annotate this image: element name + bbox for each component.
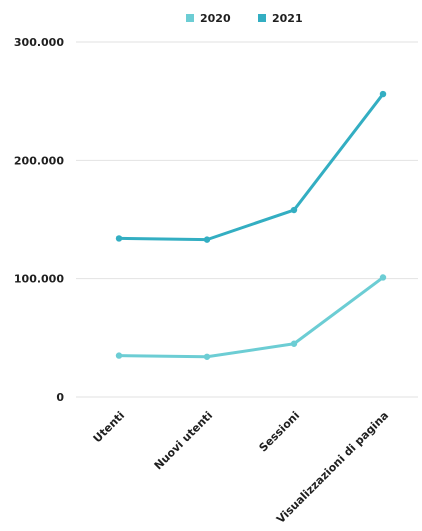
y-axis: 0 100.000 200.000 300.000	[14, 36, 64, 404]
series-group	[115, 90, 387, 360]
legend: 2020 2021	[186, 12, 303, 25]
series-line	[117, 275, 385, 359]
data-point[interactable]	[290, 340, 298, 347]
x-tick-label: Nuovi utenti	[152, 409, 215, 472]
y-tick-label: 200.000	[14, 154, 64, 167]
y-tick-label: 300.000	[14, 36, 64, 49]
data-point[interactable]	[203, 236, 211, 243]
x-tick-label: Utenti	[91, 409, 127, 445]
legend-item-2021[interactable]: 2021	[258, 12, 303, 25]
legend-swatch	[258, 14, 266, 22]
x-axis: Utenti Nuovi utenti SessioniVisualizzazion…	[91, 409, 391, 526]
legend-item-2020[interactable]: 2020	[186, 12, 231, 25]
y-tick-label: 0	[56, 391, 64, 404]
data-point[interactable]	[379, 274, 387, 281]
x-tick-label: Sessioni	[257, 409, 303, 455]
series-line	[117, 92, 385, 242]
data-point[interactable]	[379, 90, 387, 98]
grid-lines	[76, 41, 418, 398]
legend-label: 2020	[200, 12, 231, 25]
series-2021	[115, 90, 387, 243]
data-point[interactable]	[115, 352, 123, 359]
series-2020	[115, 274, 387, 360]
data-point[interactable]	[203, 353, 211, 360]
legend-swatch	[186, 14, 194, 22]
data-point[interactable]	[115, 235, 123, 242]
data-point[interactable]	[290, 206, 298, 214]
legend-label: 2021	[272, 12, 303, 25]
y-tick-label: 100.000	[14, 273, 64, 286]
